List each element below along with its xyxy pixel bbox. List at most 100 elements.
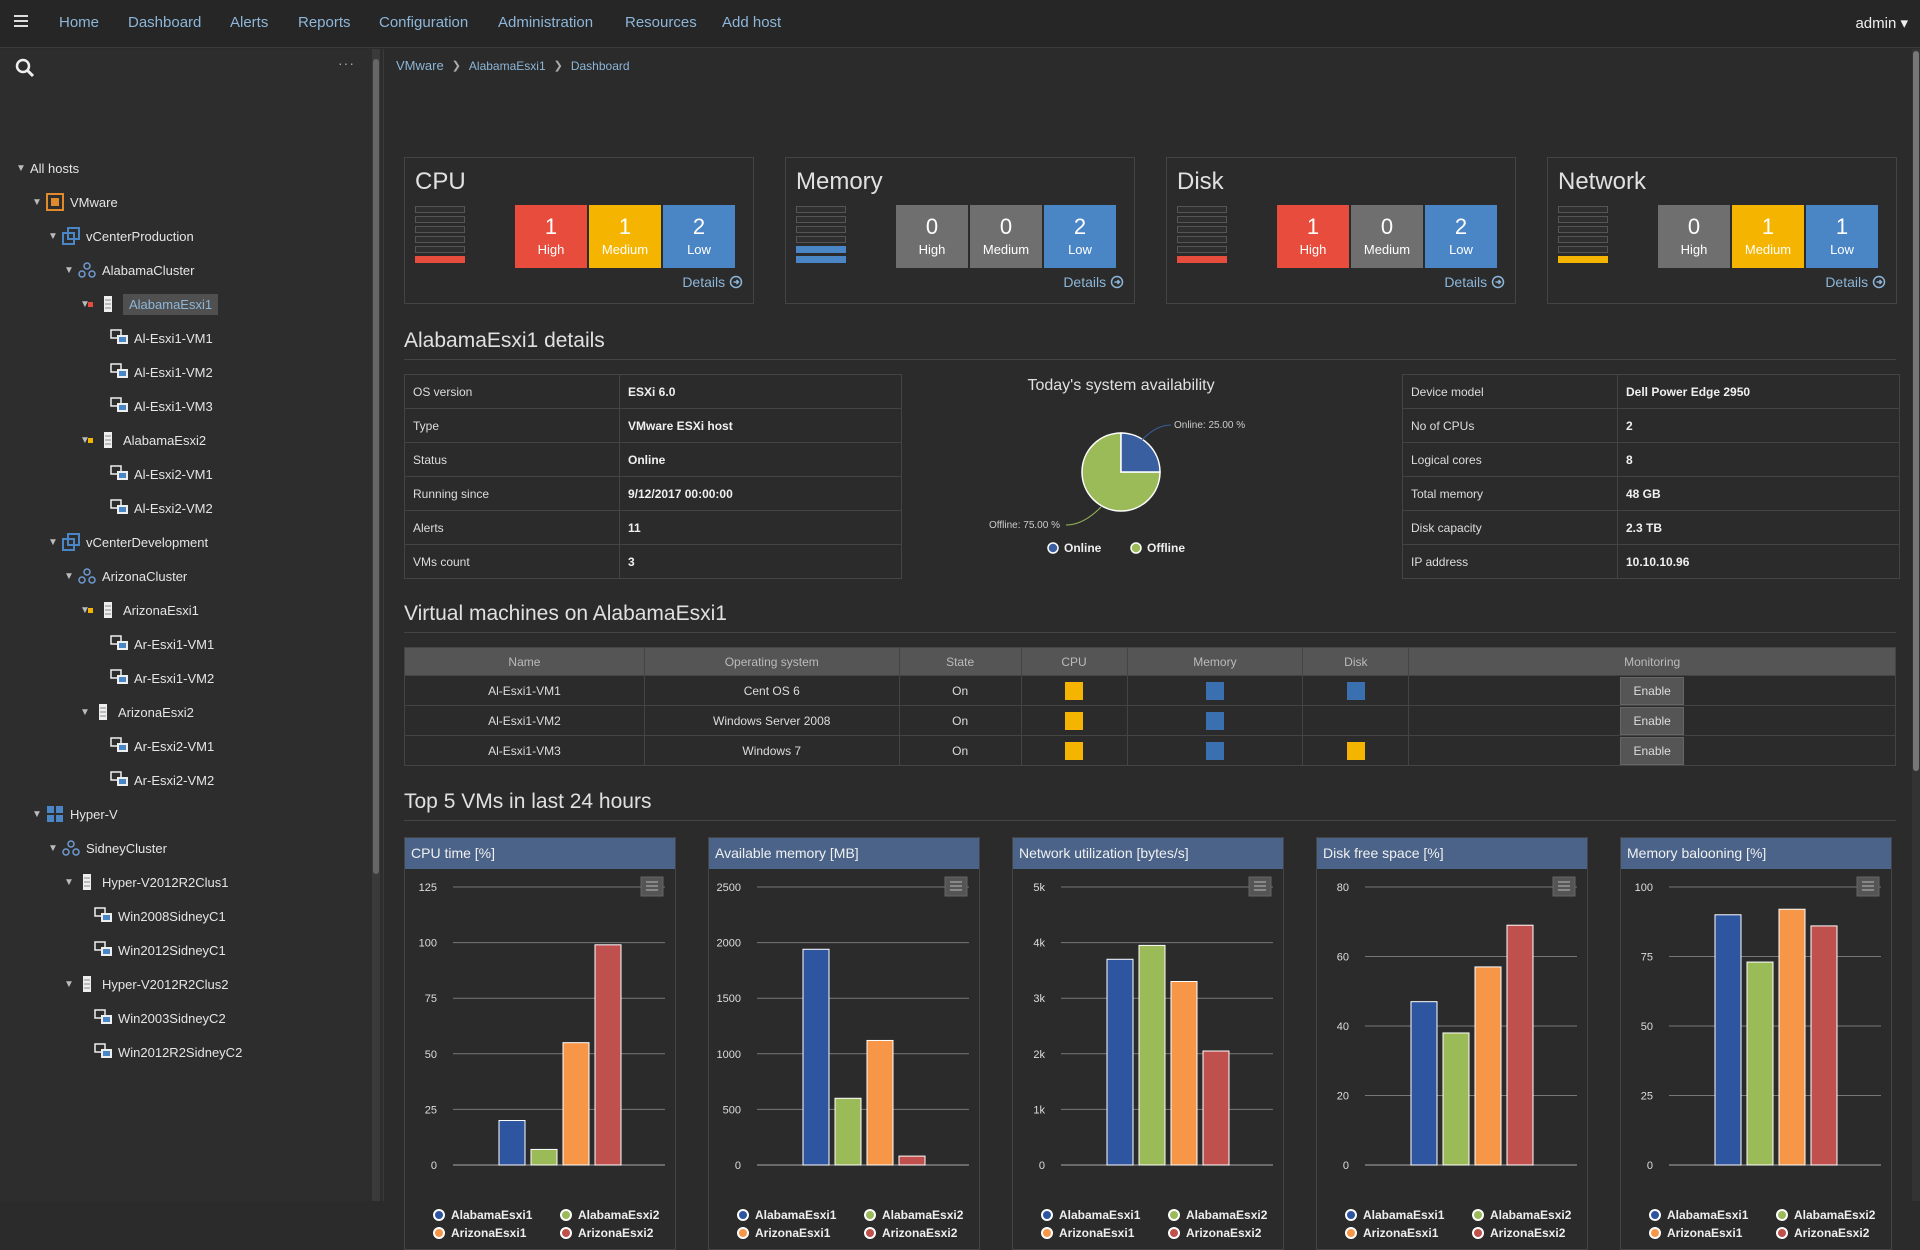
column-header[interactable]: Name <box>404 647 645 676</box>
nav-alerts[interactable]: Alerts <box>230 14 269 31</box>
bar[interactable] <box>1746 961 1774 1166</box>
sidebar-scrollbar-thumb[interactable] <box>373 59 379 874</box>
bar[interactable] <box>834 1097 862 1166</box>
details-link[interactable]: Details <box>682 274 743 290</box>
tree-node[interactable]: ▼ ArizonaEsxi2 <box>80 699 194 725</box>
column-header[interactable]: Monitoring <box>1408 647 1896 676</box>
tree-node[interactable]: ▼ vCenterDevelopment <box>48 529 208 555</box>
tree-node[interactable]: Al-Esxi2-VM1 <box>96 461 213 487</box>
legend-item[interactable]: ArizonaEsxi2 <box>1472 1226 1565 1240</box>
hamburger-menu-icon[interactable] <box>14 12 34 32</box>
tree-node[interactable]: ▼ vCenterProduction <box>48 223 194 249</box>
legend-item[interactable]: ArizonaEsxi2 <box>1776 1226 1869 1240</box>
legend-item[interactable]: AlabamaEsxi2 <box>864 1208 963 1222</box>
nav-configuration[interactable]: Configuration <box>379 14 469 31</box>
tree-node[interactable]: ▼ AlabamaEsxi1 <box>80 291 219 317</box>
bar[interactable] <box>1202 1050 1230 1166</box>
bar[interactable] <box>498 1120 526 1166</box>
bar[interactable] <box>898 1155 926 1166</box>
expand-toggle-icon[interactable]: ▼ <box>48 230 58 242</box>
tree-node[interactable]: Win2003SidneyC2 <box>80 1005 226 1031</box>
tree-node[interactable]: ▼ ArizonaCluster <box>64 563 187 589</box>
legend-item[interactable]: AlabamaEsxi2 <box>1776 1208 1875 1222</box>
expand-toggle-icon[interactable]: ▼ <box>48 536 58 548</box>
legend-item[interactable]: ArizonaEsxi2 <box>1168 1226 1261 1240</box>
severity-low-tile[interactable]: 2 Low <box>1425 205 1497 268</box>
expand-toggle-icon[interactable]: ▼ <box>16 162 26 174</box>
chart-menu-icon[interactable] <box>640 876 664 897</box>
bar[interactable] <box>1810 925 1838 1166</box>
bar[interactable] <box>802 948 830 1166</box>
enable-monitoring-button[interactable]: Enable <box>1620 736 1684 765</box>
legend-item[interactable]: AlabamaEsxi1 <box>1649 1208 1748 1222</box>
tree-node[interactable]: ▼ AlabamaCluster <box>64 257 195 283</box>
bar[interactable] <box>1778 908 1806 1166</box>
nav-home[interactable]: Home <box>59 14 100 31</box>
bar[interactable] <box>1506 924 1534 1166</box>
legend-item[interactable]: AlabamaEsxi1 <box>737 1208 836 1222</box>
tree-node[interactable]: Win2008SidneyC1 <box>80 903 226 929</box>
column-header[interactable]: Operating system <box>643 647 900 676</box>
bar[interactable] <box>866 1039 894 1166</box>
expand-toggle-icon[interactable]: ▼ <box>32 196 42 208</box>
expand-toggle-icon[interactable]: ▼ <box>64 876 74 888</box>
breadcrumb-root[interactable]: VMware <box>396 58 444 73</box>
tree-node[interactable]: Al-Esxi1-VM2 <box>96 359 213 385</box>
bar[interactable] <box>530 1148 558 1166</box>
column-header[interactable]: Disk <box>1302 647 1410 676</box>
chart-menu-icon[interactable] <box>1552 876 1576 897</box>
legend-item[interactable]: ArizonaEsxi1 <box>1041 1226 1134 1240</box>
bar[interactable] <box>1474 966 1502 1166</box>
nav-administration[interactable]: Administration <box>498 14 594 31</box>
tree-node[interactable]: Ar-Esxi2-VM2 <box>96 767 214 793</box>
nav-add-host[interactable]: Add host <box>722 14 782 31</box>
pie-slice-online[interactable] <box>1120 432 1161 473</box>
tree-node[interactable]: ▼ AlabamaEsxi2 <box>80 427 206 453</box>
bar[interactable] <box>1714 914 1742 1166</box>
severity-low-tile[interactable]: 2 Low <box>1044 205 1116 268</box>
bar[interactable] <box>1442 1032 1470 1166</box>
expand-toggle-icon[interactable]: ▼ <box>80 604 90 616</box>
legend-item[interactable]: AlabamaEsxi1 <box>1041 1208 1140 1222</box>
column-header[interactable]: CPU <box>1020 647 1128 676</box>
expand-toggle-icon[interactable]: ▼ <box>32 808 42 820</box>
tree-node[interactable]: ▼ SidneyCluster <box>48 835 167 861</box>
expand-toggle-icon[interactable]: ▼ <box>64 264 74 276</box>
severity-high-tile[interactable]: 1 High <box>1277 205 1349 268</box>
expand-toggle-icon[interactable]: ▼ <box>48 842 58 854</box>
tree-node[interactable]: ▼ Hyper-V2012R2Clus1 <box>64 869 228 895</box>
nav-resources[interactable]: Resources <box>625 14 697 31</box>
legend-item[interactable]: AlabamaEsxi2 <box>1168 1208 1267 1222</box>
table-row[interactable]: Al-Esxi1-VM2 Windows Server 2008 On Enable <box>404 705 1896 736</box>
main-scrollbar-thumb[interactable] <box>1913 51 1919 771</box>
severity-high-tile[interactable]: 0 High <box>1658 205 1730 268</box>
column-header[interactable]: Memory <box>1126 647 1304 676</box>
expand-toggle-icon[interactable]: ▼ <box>80 706 90 718</box>
bar[interactable] <box>1170 981 1198 1166</box>
tree-node[interactable]: ▼ Hyper-V2012R2Clus2 <box>64 971 228 997</box>
bar[interactable] <box>562 1042 590 1166</box>
legend-item[interactable]: ArizonaEsxi1 <box>1649 1226 1742 1240</box>
chart-menu-icon[interactable] <box>1856 876 1880 897</box>
severity-low-tile[interactable]: 2 Low <box>663 205 735 268</box>
severity-medium-tile[interactable]: 1 Medium <box>1732 205 1804 268</box>
more-options-icon[interactable]: ··· <box>338 55 355 71</box>
details-link[interactable]: Details <box>1444 274 1505 290</box>
bar[interactable] <box>594 944 622 1166</box>
column-header[interactable]: State <box>898 647 1022 676</box>
enable-monitoring-button[interactable]: Enable <box>1620 706 1684 735</box>
tree-node[interactable]: ▼ ArizonaEsxi1 <box>80 597 199 623</box>
tree-node[interactable]: Al-Esxi2-VM2 <box>96 495 213 521</box>
legend-item[interactable]: AlabamaEsxi2 <box>560 1208 659 1222</box>
details-link[interactable]: Details <box>1825 274 1886 290</box>
tree-node[interactable]: Win2012R2SidneyC2 <box>80 1039 242 1065</box>
legend-item[interactable]: ArizonaEsxi1 <box>1345 1226 1438 1240</box>
expand-toggle-icon[interactable]: ▼ <box>64 570 74 582</box>
bar[interactable] <box>1410 1001 1438 1166</box>
severity-high-tile[interactable]: 0 High <box>896 205 968 268</box>
legend-item[interactable]: AlabamaEsxi1 <box>1345 1208 1444 1222</box>
legend-item[interactable]: ArizonaEsxi1 <box>737 1226 830 1240</box>
legend-item[interactable]: AlabamaEsxi1 <box>433 1208 532 1222</box>
chart-menu-icon[interactable] <box>1248 876 1272 897</box>
details-link[interactable]: Details <box>1063 274 1124 290</box>
